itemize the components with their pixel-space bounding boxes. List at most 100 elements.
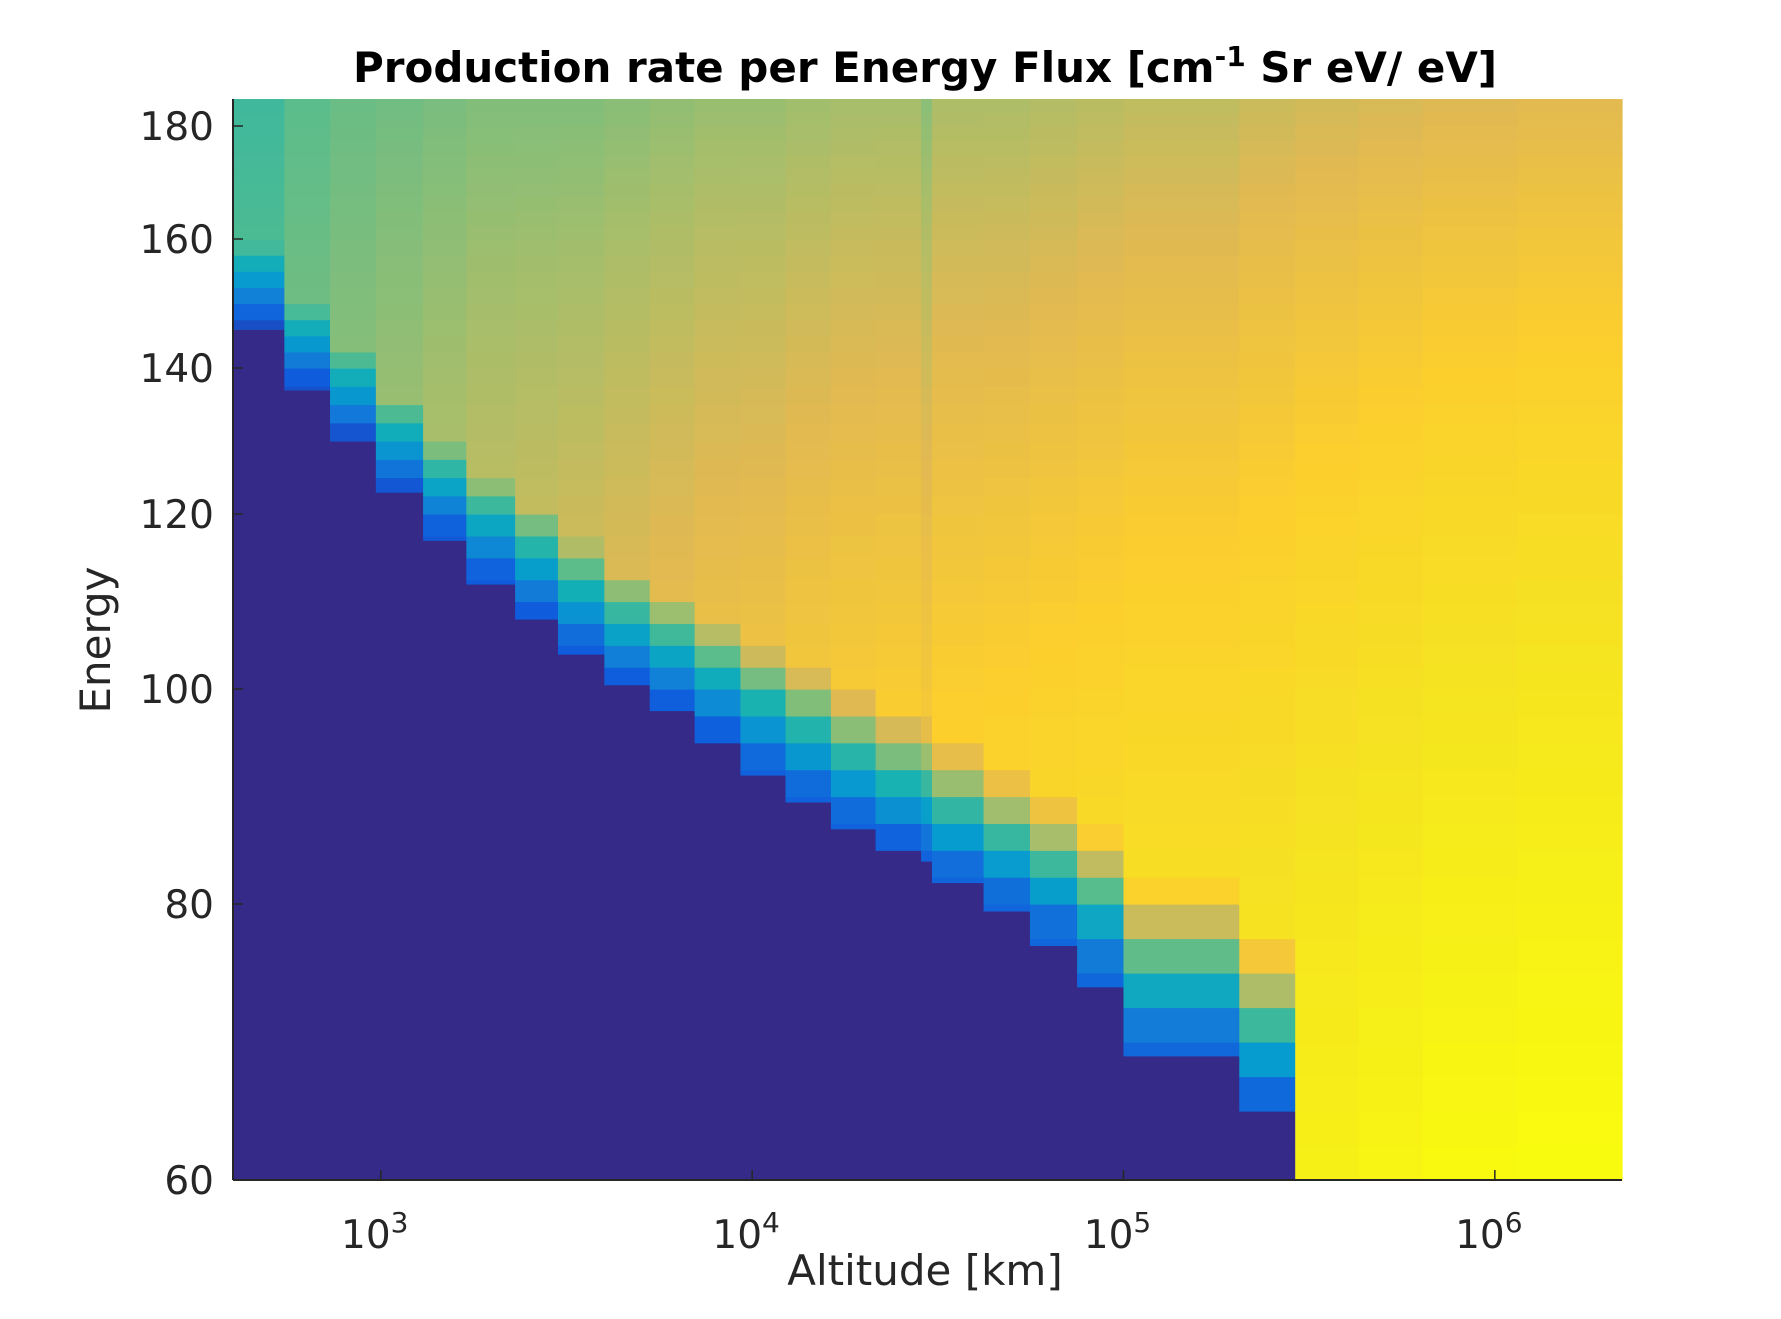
heatmap-cell	[1077, 557, 1125, 581]
heatmap-cell	[1239, 140, 1296, 155]
heatmap-cell	[1295, 645, 1360, 668]
heatmap-cell	[694, 99, 742, 114]
heatmap-cell	[1295, 335, 1360, 353]
heatmap-cell	[1239, 579, 1296, 603]
heatmap-cell	[785, 535, 832, 559]
heatmap-cell	[1239, 335, 1296, 353]
heatmap-cell	[1517, 168, 1623, 184]
heatmap-cell	[649, 557, 696, 581]
heatmap-cell	[557, 368, 605, 387]
heatmap-cell	[1517, 689, 1623, 717]
heatmap-cell	[1029, 623, 1078, 646]
heatmap-cell	[604, 239, 651, 256]
heatmap-cell	[423, 140, 467, 155]
heatmap-cell	[1123, 99, 1240, 114]
heatmap-cell	[1295, 224, 1360, 240]
heatmap-cell	[1077, 140, 1125, 155]
heatmap-cell	[1123, 535, 1240, 559]
heatmap-cell	[1239, 667, 1296, 690]
heatmap-cell	[1239, 239, 1296, 256]
heatmap-cell	[1239, 769, 1296, 798]
heatmap-cell	[375, 368, 424, 387]
heatmap-column	[830, 99, 877, 830]
heatmap-cell	[921, 303, 933, 321]
heatmap-cell	[1239, 182, 1296, 198]
heatmap-cell	[233, 168, 285, 184]
heatmap-cell	[1077, 196, 1125, 212]
heatmap-cell	[466, 441, 516, 460]
heatmap-cell	[785, 168, 832, 184]
heatmap-cell	[1029, 196, 1078, 212]
heatmap-cell	[875, 287, 922, 305]
heatmap-cell	[875, 823, 922, 851]
heatmap-cell	[515, 535, 559, 559]
heatmap-cell	[740, 601, 787, 624]
heatmap-cell	[1517, 1145, 1623, 1181]
heatmap-cell	[830, 112, 877, 127]
heatmap-cell	[233, 287, 285, 305]
heatmap-cell	[1295, 271, 1360, 288]
heatmap-cell	[330, 154, 377, 169]
heatmap-cell	[931, 850, 985, 878]
heatmap-cell	[1077, 319, 1125, 337]
heatmap-cell	[1239, 422, 1296, 442]
heatmap-cell	[1239, 287, 1296, 305]
heatmap-cell	[1123, 1042, 1240, 1057]
heatmap-cell	[1123, 557, 1240, 581]
heatmap-cell	[1029, 742, 1078, 771]
heatmap-cell	[649, 495, 696, 515]
heatmap-cell	[1358, 196, 1424, 212]
heatmap-cell	[1123, 623, 1240, 646]
heatmap-cell	[1123, 287, 1240, 305]
heatmap-cell	[557, 386, 605, 406]
heatmap-cell	[1029, 514, 1078, 537]
heatmap-column	[233, 99, 285, 330]
heatmap-cell	[1239, 303, 1296, 321]
heatmap-cell	[1029, 271, 1078, 288]
heatmap-cell	[557, 271, 605, 288]
heatmap-cell	[785, 441, 832, 460]
heatmap-cell	[931, 210, 985, 226]
heatmap-cell	[1123, 239, 1240, 256]
heatmap-column	[375, 99, 424, 493]
heatmap-cell	[1358, 850, 1424, 878]
heatmap-cell	[875, 319, 922, 337]
heatmap-cell	[1422, 287, 1518, 305]
heatmap-cell	[375, 255, 424, 272]
heatmap-cell	[830, 645, 877, 668]
heatmap-cell	[785, 255, 832, 272]
heatmap-cell	[649, 319, 696, 337]
heatmap-cell	[1239, 404, 1296, 424]
heatmap-cell	[983, 877, 1031, 905]
heatmap-cell	[1077, 877, 1125, 905]
heatmap-cell	[931, 769, 985, 798]
heatmap-cell	[875, 112, 922, 127]
heatmap-cell	[375, 319, 424, 337]
heatmap-cell	[931, 823, 985, 851]
heatmap-cell	[830, 126, 877, 141]
heatmap-cell	[284, 351, 331, 369]
heatmap-cell	[1029, 368, 1078, 387]
heatmap-cell	[466, 422, 516, 442]
heatmap-column	[1029, 99, 1078, 946]
heatmap-cell	[375, 99, 424, 114]
heatmap-cell	[1422, 1076, 1518, 1112]
heatmap-cell	[694, 319, 742, 337]
heatmap-cell	[233, 99, 285, 114]
x-tick-label: 106	[1455, 1206, 1522, 1258]
heatmap-cell	[557, 351, 605, 369]
heatmap-cell	[1358, 1076, 1424, 1112]
heatmap-cell	[1422, 404, 1518, 424]
heatmap-cell	[515, 271, 559, 288]
heatmap-cell	[423, 271, 467, 288]
heatmap-cell	[649, 335, 696, 353]
heatmap-cell	[1239, 368, 1296, 387]
heatmap-cell	[740, 182, 787, 198]
heatmap-cell	[1239, 938, 1296, 974]
heatmap-cell	[1077, 769, 1125, 798]
heatmap-cell	[921, 557, 933, 581]
heatmap-cell	[983, 422, 1031, 442]
heatmap-cell	[875, 742, 922, 771]
heatmap-cell	[284, 368, 331, 387]
